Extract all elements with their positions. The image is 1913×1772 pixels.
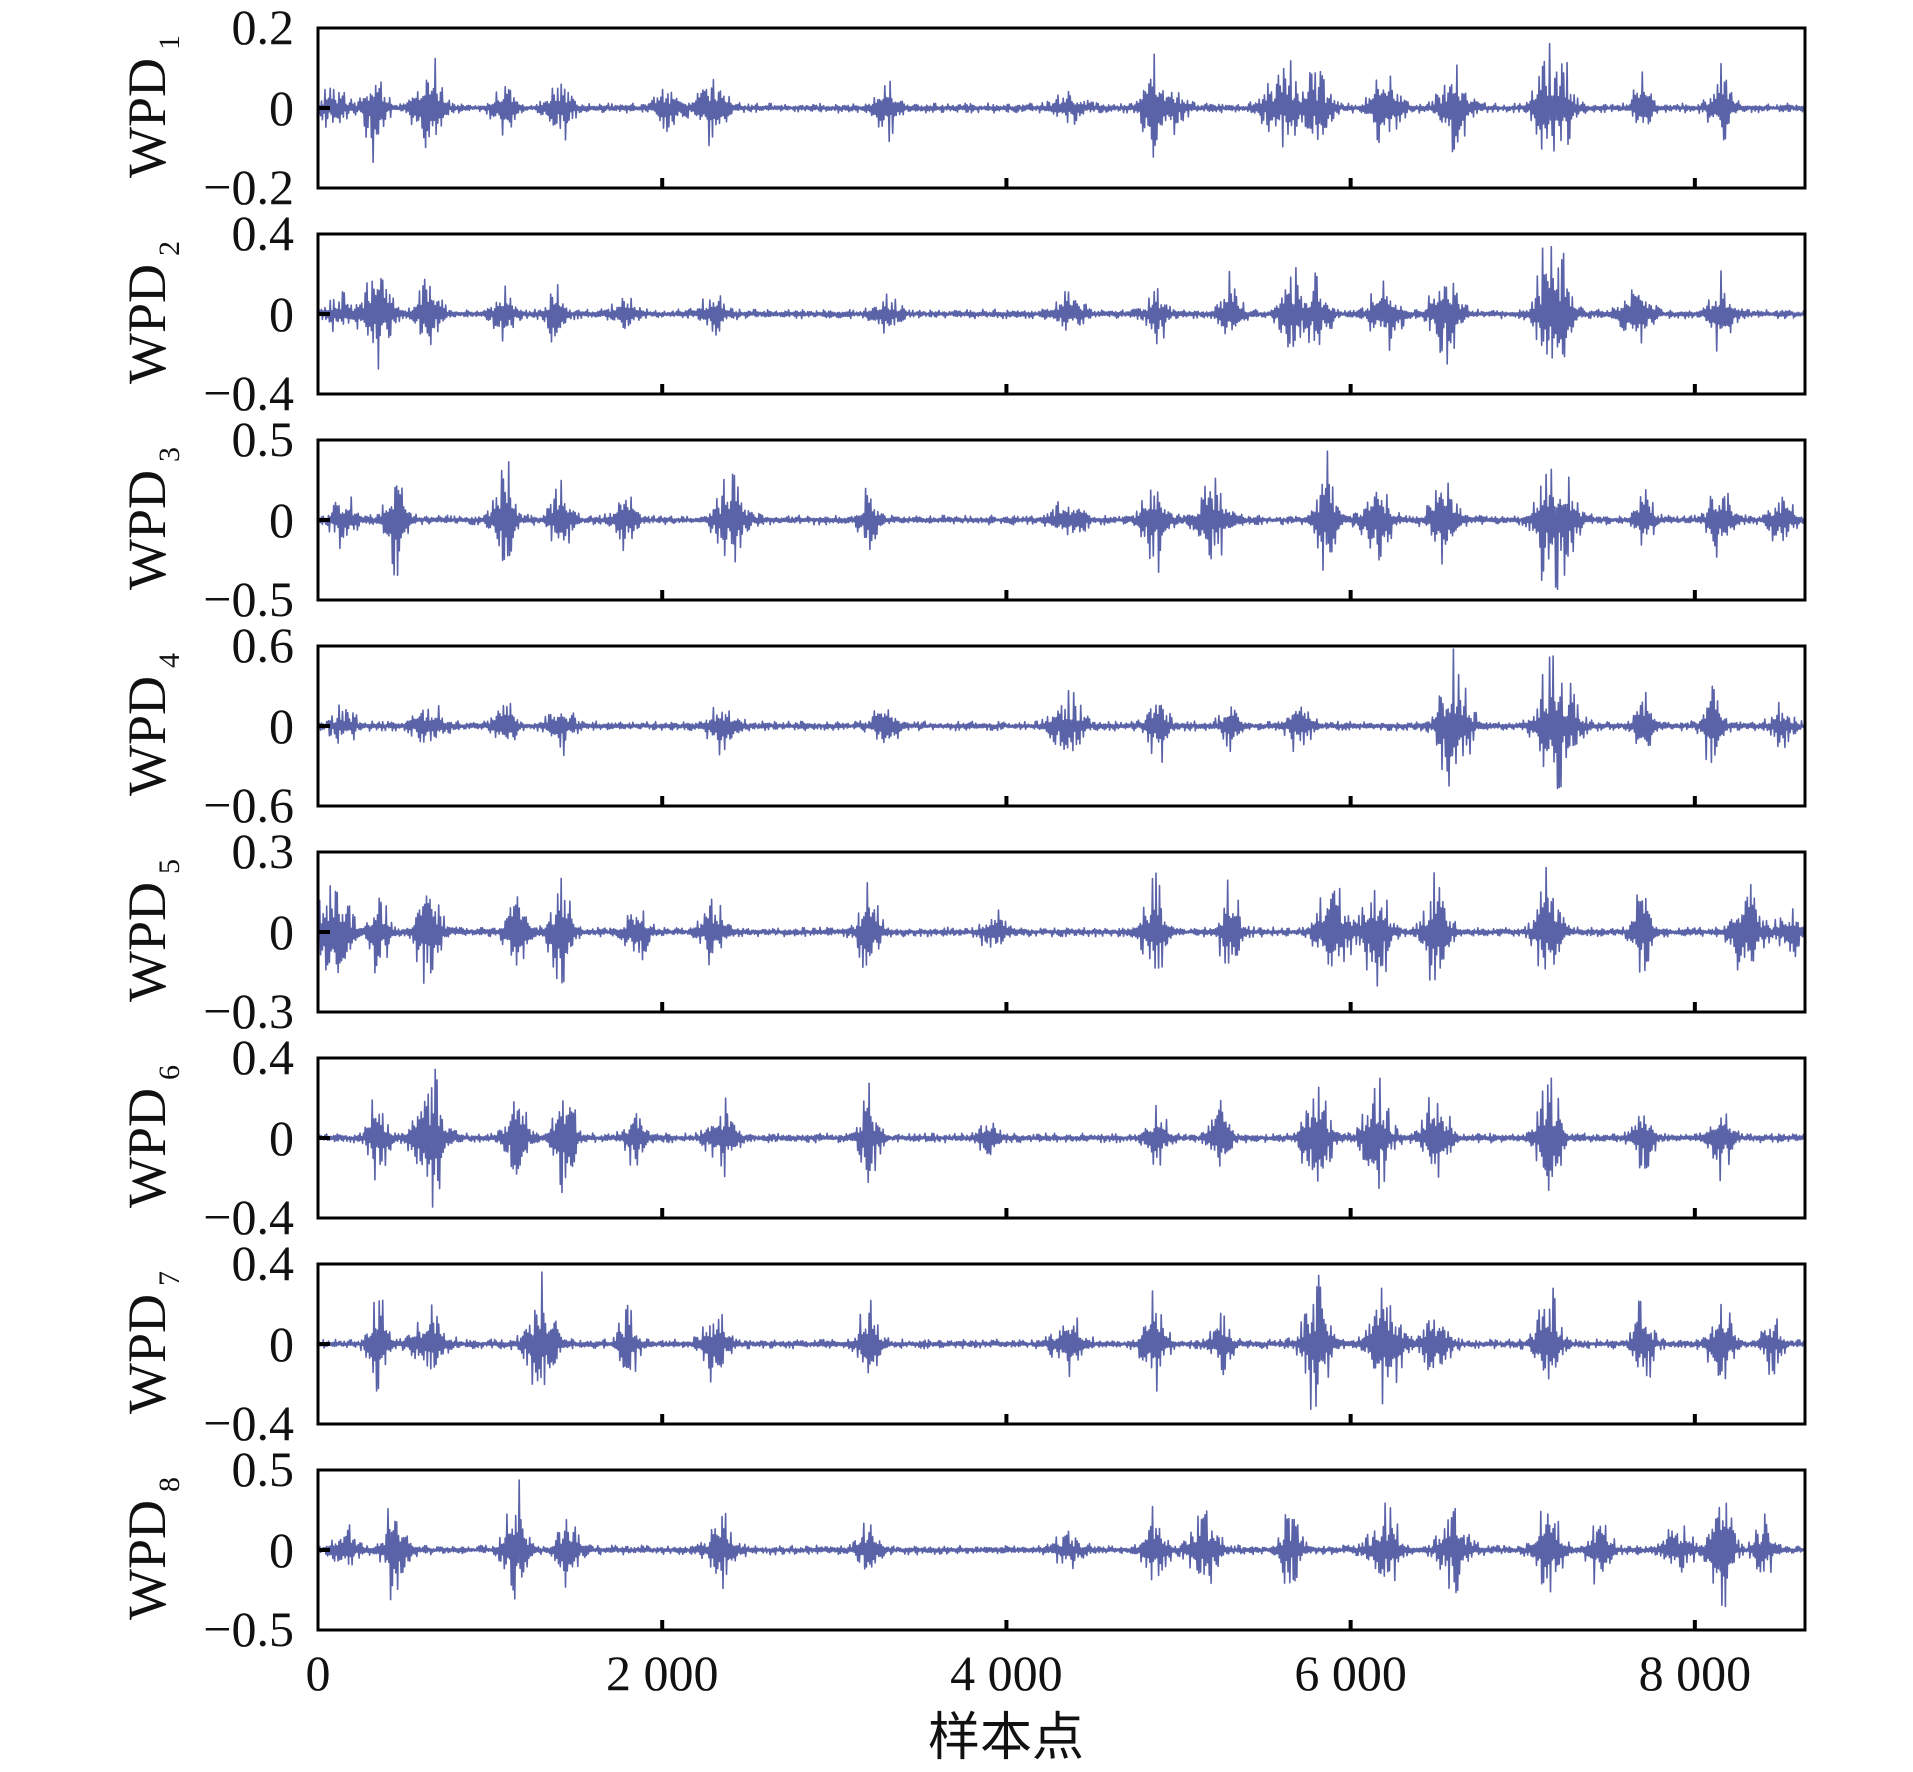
panel-5-ylabel: WPD 5 [117,859,186,1002]
wpd-5-signal-line [317,866,1806,987]
wpd-8-signal-line [317,1479,1806,1608]
panel-1-ylabel-subscript: 1 [153,35,186,50]
panel-7-ylabel-subscript: 7 [153,1271,186,1286]
panel-4-ytick-label-2: −0.6 [203,777,294,833]
panel-7-ylabel-text: WPD [117,1294,177,1414]
panel-2-ytick-label-0: 0.4 [232,205,295,261]
panel-5-ylabel-text: WPD [117,882,177,1002]
panel-1-ytick-label-0: 0.2 [232,0,295,55]
panel-8-ytick-label-2: −0.5 [203,1601,294,1657]
x-axis-label: 样本点 [928,1710,1084,1767]
panel-8-ylabel-subscript: 8 [153,1477,186,1492]
x-tick-label-1: 2 000 [606,1645,719,1701]
panel-7-ylabel: WPD 7 [117,1271,186,1414]
panel-3-ytick-label-0: 0.5 [232,411,295,467]
wpd-2-signal-line [317,245,1806,370]
panel-6-ylabel: WPD 6 [117,1065,186,1208]
panel-1-ylabel-text: WPD [117,58,177,178]
panel-3-ylabel-text: WPD [117,470,177,590]
panel-5-ylabel-subscript: 5 [153,859,186,874]
panel-8-ytick-label-0: 0.5 [232,1441,295,1497]
panel-2-ytick-label-2: −0.4 [203,365,294,421]
panel-6: 0.4 0 −0.4 WPD 6 [117,1029,1807,1245]
panel-4-ylabel-text: WPD [117,676,177,796]
panel-3-ytick-label-2: −0.5 [203,571,294,627]
panel-6-ylabel-subscript: 6 [153,1065,186,1080]
panel-3-ytick-label-1: 0 [269,492,294,548]
panel-6-ytick-label-2: −0.4 [203,1189,294,1245]
panel-6-ytick-label-1: 0 [269,1110,294,1166]
x-tick-label-4: 8 000 [1639,1645,1752,1701]
panel-8-ylabel-text: WPD [117,1500,177,1620]
panel-2-ylabel: WPD 2 [117,241,186,384]
panel-5-ytick-label-2: −0.3 [203,983,294,1039]
x-tick-label-0: 0 [306,1645,331,1701]
panel-2-ytick-label-1: 0 [269,286,294,342]
panel-7-ytick-label-0: 0.4 [232,1235,295,1291]
panel-4-ytick-label-0: 0.6 [232,617,295,673]
panel-8: 0.5 0 −0.5 WPD 8 [117,1441,1807,1657]
x-tick-label-2: 4 000 [950,1645,1063,1701]
panel-8-ytick-label-1: 0 [269,1522,294,1578]
panel-2-ylabel-subscript: 2 [153,241,186,256]
wpd-3-signal-line [317,450,1806,590]
panel-1: 0.2 0 −0.2 WPD 1 [117,0,1807,215]
panel-4: 0.6 0 −0.6 WPD 4 [117,617,1807,833]
panel-5-ytick-label-1: 0 [269,904,294,960]
panel-1-ylabel: WPD 1 [117,35,186,178]
wpd-4-signal-line [317,648,1806,790]
wpd-7-signal-line [317,1271,1806,1410]
panel-6-ytick-label-0: 0.4 [232,1029,295,1085]
panels: 0.20−0.2WPD10.40−0.4WPD20.50−0.5WPD30.60… [117,0,1807,1657]
panel-8-ylabel: WPD 8 [117,1477,186,1620]
panel-7-ytick-label-2: −0.4 [203,1395,294,1451]
panel-3: 0.5 0 −0.5 WPD 3 [117,411,1807,627]
panel-4-ytick-label-1: 0 [269,698,294,754]
wpd-1-signal-line [317,42,1806,163]
panel-5: 0.3 0 −0.3 WPD 5 [117,823,1807,1039]
panel-1-ytick-label-2: −0.2 [203,159,294,215]
x-tick-labels: 0 2 000 4 000 6 000 8 000 [306,1645,1752,1701]
panel-7: 0.4 0 −0.4 WPD 7 [117,1235,1807,1451]
panel-3-ylabel-subscript: 3 [153,447,186,462]
panel-5-ytick-label-0: 0.3 [232,823,295,879]
panel-2-ylabel-text: WPD [117,264,177,384]
panel-6-ylabel-text: WPD [117,1088,177,1208]
panel-7-ytick-label-1: 0 [269,1316,294,1372]
panel-1-ytick-label-1: 0 [269,80,294,136]
panel-4-ylabel: WPD 4 [117,653,186,796]
wpd-6-signal-line [317,1068,1806,1208]
panel-3-ylabel: WPD 3 [117,447,186,590]
panel-2: 0.4 0 −0.4 WPD 2 [117,205,1807,421]
panel-4-ylabel-subscript: 4 [153,653,186,668]
x-tick-label-3: 6 000 [1294,1645,1407,1701]
